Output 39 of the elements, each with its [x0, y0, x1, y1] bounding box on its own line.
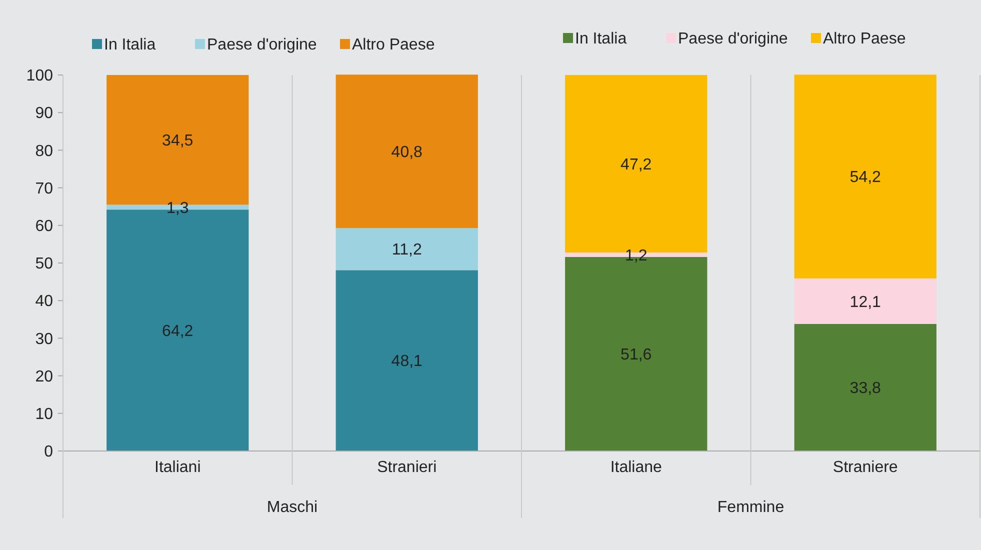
- legend-label: Altro Paese: [823, 30, 906, 48]
- x-tick-label: Straniere: [832, 459, 898, 476]
- text: Femmine: [717, 499, 784, 516]
- y-tick-label: 80: [35, 142, 54, 160]
- bar: [336, 270, 478, 451]
- legend-label: In Italia: [104, 36, 156, 54]
- bar: [336, 74, 478, 228]
- y-tick-label: 90: [35, 105, 54, 122]
- x-tick-label: Stranieri: [377, 459, 437, 476]
- bar: [794, 74, 936, 278]
- data-label: 54,2: [850, 169, 882, 186]
- bar: [336, 228, 478, 270]
- bar: [794, 278, 936, 324]
- bar: [794, 324, 936, 451]
- data-label: 64,2: [162, 322, 194, 340]
- data-label: 51,6: [620, 346, 652, 364]
- data-label: 34,5: [162, 132, 194, 150]
- y-tick-label: 70: [35, 180, 54, 198]
- y-tick-label: 30: [35, 330, 54, 348]
- legend-label: Paese d'origine: [678, 30, 788, 48]
- data-label: 47,2: [620, 156, 652, 174]
- data-label: 40,8: [391, 144, 423, 161]
- data-label: 33,8: [850, 380, 882, 398]
- x-tick-label: Italiane: [610, 459, 662, 476]
- y-tick-label: 100: [26, 68, 54, 85]
- legend-label: Paese d'origine: [207, 36, 317, 54]
- data-label: 48,1: [391, 353, 423, 370]
- y-tick-label: 20: [35, 368, 54, 386]
- legend-label: In Italia: [575, 30, 627, 48]
- data-label: 12,1: [850, 294, 882, 311]
- y-tick-label: 60: [35, 218, 54, 235]
- text: Maschi: [266, 499, 318, 516]
- legend-label: Altro Paese: [352, 36, 435, 54]
- y-tick-label: 50: [35, 256, 54, 273]
- y-tick-label: 10: [35, 406, 54, 423]
- y-tick-label: 40: [35, 293, 54, 310]
- data-label: 11,2: [392, 242, 422, 259]
- y-tick-label: 0: [44, 444, 54, 461]
- x-tick-label: Italiani: [154, 459, 201, 476]
